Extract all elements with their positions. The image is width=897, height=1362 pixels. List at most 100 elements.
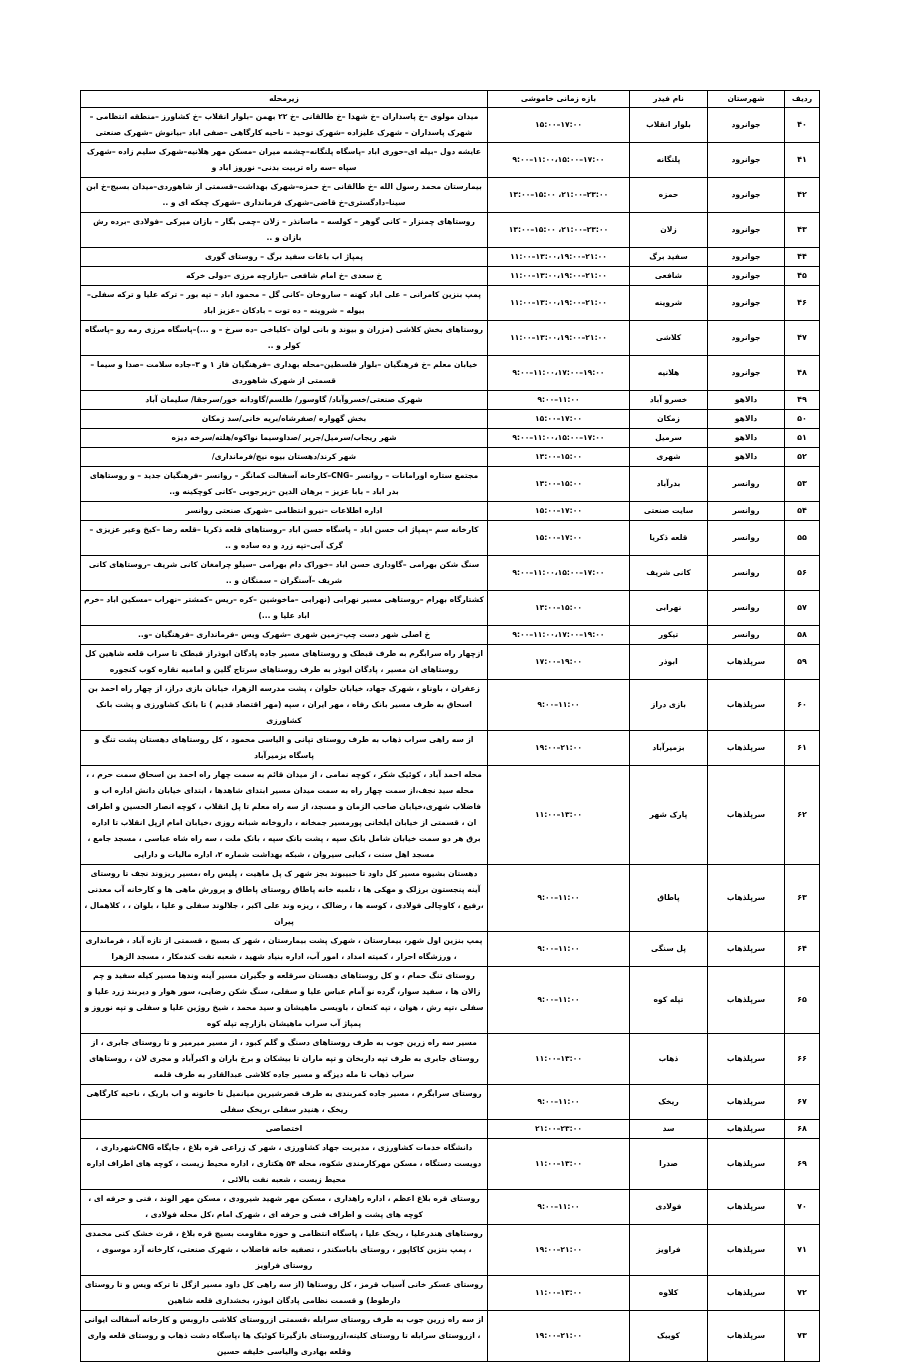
city-cell: روانسر (707, 466, 785, 502)
row-index: ۶۴ (784, 931, 820, 967)
feeder-cell: کانی شریف (629, 555, 708, 591)
row-index: ۴۶ (784, 285, 820, 321)
area-cell: روستای تنگ حمام ، و کل روستاهای دهستان س… (80, 966, 488, 1034)
outage-time-cell: ۹:۰۰–۱۱:۰۰،۱۷:۰۰–۱۹:۰۰ (487, 355, 630, 391)
row-index: ۷۱ (784, 1224, 820, 1276)
row-index: ۶۲ (784, 765, 820, 865)
table-body: ۴۰ جوانرود بلوار انقلاب ۱۵:۰۰–۱۷:۰۰ میدان مو… (80, 107, 820, 1362)
table-row: ۴۲ جوانرود حمزه ۱۳:۰۰–۱۵:۰۰ ،۲۱:۰۰–۲۳:۰۰ بیم… (80, 177, 820, 213)
city-cell: سرپلذهاب (707, 679, 785, 731)
table-row: ۴۰ جوانرود بلوار انقلاب ۱۵:۰۰–۱۷:۰۰ میدان مو… (80, 107, 820, 143)
feeder-cell: فراویز (629, 1224, 708, 1276)
feeder-cell: بدرآباد (629, 466, 708, 502)
row-index: ۵۰ (784, 409, 820, 429)
table-row: ۶۵ سرپلذهاب تپله کوه ۹:۰۰–۱۱:۰۰ روستای تنگ ح… (80, 966, 820, 1034)
city-cell: روانسر (707, 520, 785, 556)
area-cell: از سه راهی سراب ذهاب به طرف روستای تپانی… (80, 730, 488, 766)
city-cell: جوانرود (707, 177, 785, 213)
area-cell: اداره اطلاعات –نیرو انتظامی –شهرک صنعتی … (80, 501, 488, 521)
feeder-cell: سفید برگ (629, 247, 708, 267)
city-cell: سرپلذهاب (707, 730, 785, 766)
feeder-cell: پارک شهر (629, 765, 708, 865)
row-index: ۶۷ (784, 1084, 820, 1120)
row-index: ۶۳ (784, 864, 820, 932)
table-row: ۶۶ سرپلذهاب ذهاب ۱۱:۰۰–۱۳:۰۰ مسیر سه راه زری… (80, 1033, 820, 1085)
outage-time-cell: ۹:۰۰–۱۱:۰۰ (487, 1189, 630, 1225)
city-cell: جوانرود (707, 142, 785, 178)
row-index: ۴۱ (784, 142, 820, 178)
row-index: ۴۴ (784, 247, 820, 267)
area-cell: از سه راه زرین جوب به طرف روستای سرابله … (80, 1310, 488, 1362)
outage-time-cell: ۱۱:۰۰–۱۳:۰۰،۱۹:۰۰–۲۱:۰۰ (487, 266, 630, 286)
area-cell: شهرک صنعتی/خسروآباد/ گاوسور/ طلسم/گاودان… (80, 390, 488, 410)
city-cell: سرپلذهاب (707, 966, 785, 1034)
area-cell: پمپاژ اب باغات سفید برگ – روستای گوری (80, 247, 488, 267)
city-cell: سرپلذهاب (707, 1310, 785, 1362)
row-index: ۵۴ (784, 501, 820, 521)
area-cell: روستای سرابگرم ، مسیر جاده کمربندی به طر… (80, 1084, 488, 1120)
area-cell: روستاهای چمنزار – کانی گوهر – کولسه – ما… (80, 212, 488, 248)
outage-time-cell: ۱۳:۰۰–۱۵:۰۰ (487, 447, 630, 467)
city-cell: جوانرود (707, 320, 785, 356)
feeder-cell: بلوار انقلاب (629, 107, 708, 143)
table-row: ۶۳ سرپلذهاب پاطاق ۹:۰۰–۱۱:۰۰ دهستان بشیوه مس… (80, 864, 820, 932)
city-cell: روانسر (707, 555, 785, 591)
table-row: ۴۳ جوانرود زلان ۱۳:۰۰–۱۵:۰۰ ،۲۱:۰۰–۲۳:۰۰ روس… (80, 212, 820, 248)
feeder-cell: پاطاق (629, 864, 708, 932)
area-cell: روستای قره بلاغ اعظم ، اداره راهداری ، م… (80, 1189, 488, 1225)
feeder-cell: پل سنگی (629, 931, 708, 967)
table-row: ۶۱ سرپلذهاب بزمیرآباد ۱۹:۰۰–۲۱:۰۰ از سه راهی… (80, 730, 820, 766)
feeder-cell: شافعی (629, 266, 708, 286)
city-cell: دالاهو (707, 390, 785, 410)
outage-time-cell: ۱۷:۰۰–۱۹:۰۰ (487, 644, 630, 680)
table-row: ۴۹ دالاهو خسرو آباد ۹:۰۰–۱۱:۰۰ شهرک صنعتی/خس… (80, 390, 820, 410)
row-index: ۶۱ (784, 730, 820, 766)
feeder-cell: حمزه (629, 177, 708, 213)
row-index: ۶۸ (784, 1119, 820, 1139)
table-row: ۷۲ سرپلذهاب کلاوه ۱۱:۰۰–۱۳:۰۰ روستای عسکر خا… (80, 1275, 820, 1311)
table-row: ۵۸ روانسر تیکور ۹:۰۰–۱۱:۰۰،۱۷:۰۰–۱۹:۰۰ خ اصل… (80, 625, 820, 645)
area-cell: دانشگاه خدمات کشاورزی ، مدیریت جهاد کشاو… (80, 1138, 488, 1190)
table-row: ۴۱ جوانرود پلنگانه ۹:۰۰–۱۱:۰۰،۱۵:۰۰–۱۷:۰۰ عا… (80, 142, 820, 178)
table-row: ۷۰ سرپلذهاب فولادی ۹:۰۰–۱۱:۰۰ روستای قره بلا… (80, 1189, 820, 1225)
row-index: ۶۹ (784, 1138, 820, 1190)
feeder-cell: قلعه ذکریا (629, 520, 708, 556)
outage-time-cell: ۹:۰۰–۱۱:۰۰ (487, 390, 630, 410)
row-index: ۵۷ (784, 590, 820, 626)
row-index: ۵۱ (784, 428, 820, 448)
feeder-cell: تیکور (629, 625, 708, 645)
feeder-cell: سایت صنعتی (629, 501, 708, 521)
row-index: ۴۹ (784, 390, 820, 410)
feeder-cell: ریخک (629, 1084, 708, 1120)
feeder-cell: شروینه (629, 285, 708, 321)
table-row: ۵۹ سرپلذهاب ابوذر ۱۷:۰۰–۱۹:۰۰ ازچهار راه سرا… (80, 644, 820, 680)
row-index: ۶۵ (784, 966, 820, 1034)
outage-time-cell: ۱۳:۰۰–۱۵:۰۰ (487, 466, 630, 502)
feeder-cell: شهری (629, 447, 708, 467)
city-cell: جوانرود (707, 212, 785, 248)
outage-time-cell: ۱۱:۰۰–۱۳:۰۰،۱۹:۰۰–۲۱:۰۰ (487, 320, 630, 356)
outage-time-cell: ۱۳:۰۰–۱۵:۰۰ ،۲۱:۰۰–۲۳:۰۰ (487, 212, 630, 248)
feeder-cell: سد (629, 1119, 708, 1139)
row-index: ۶۶ (784, 1033, 820, 1085)
feeder-cell: کلاشی (629, 320, 708, 356)
feeder-cell: ابوذر (629, 644, 708, 680)
outage-time-cell: ۹:۰۰–۱۱:۰۰،۱۵:۰۰–۱۷:۰۰ (487, 428, 630, 448)
area-cell: خیابان معلم –خ فرهنگیان –بلوار فلسطین–مح… (80, 355, 488, 391)
row-index: ۴۲ (784, 177, 820, 213)
outage-time-cell: ۲۱:۰۰–۲۳:۰۰ (487, 1119, 630, 1139)
feeder-cell: زلان (629, 212, 708, 248)
feeder-cell: هلانیه (629, 355, 708, 391)
outage-time-cell: ۹:۰۰–۱۱:۰۰ (487, 931, 630, 967)
city-cell: سرپلذهاب (707, 931, 785, 967)
area-cell: ازچهار راه سرابگرم به طرف قبطک و روستاها… (80, 644, 488, 680)
outage-time-cell: ۹:۰۰–۱۱:۰۰،۱۵:۰۰–۱۷:۰۰ (487, 555, 630, 591)
table-row: ۵۱ دالاهو سرمیل ۹:۰۰–۱۱:۰۰،۱۵:۰۰–۱۷:۰۰ شهر ر… (80, 428, 820, 448)
area-cell: کارخانه سم –پمپاژ اب حسن اباد – پاسگاه ح… (80, 520, 488, 556)
outage-time-cell: ۹:۰۰–۱۱:۰۰ (487, 1084, 630, 1120)
city-cell: جوانرود (707, 285, 785, 321)
row-index: ۷۰ (784, 1189, 820, 1225)
row-index: ۴۳ (784, 212, 820, 248)
outage-time-cell: ۱۹:۰۰–۲۱:۰۰ (487, 1310, 630, 1362)
row-index: ۴۸ (784, 355, 820, 391)
